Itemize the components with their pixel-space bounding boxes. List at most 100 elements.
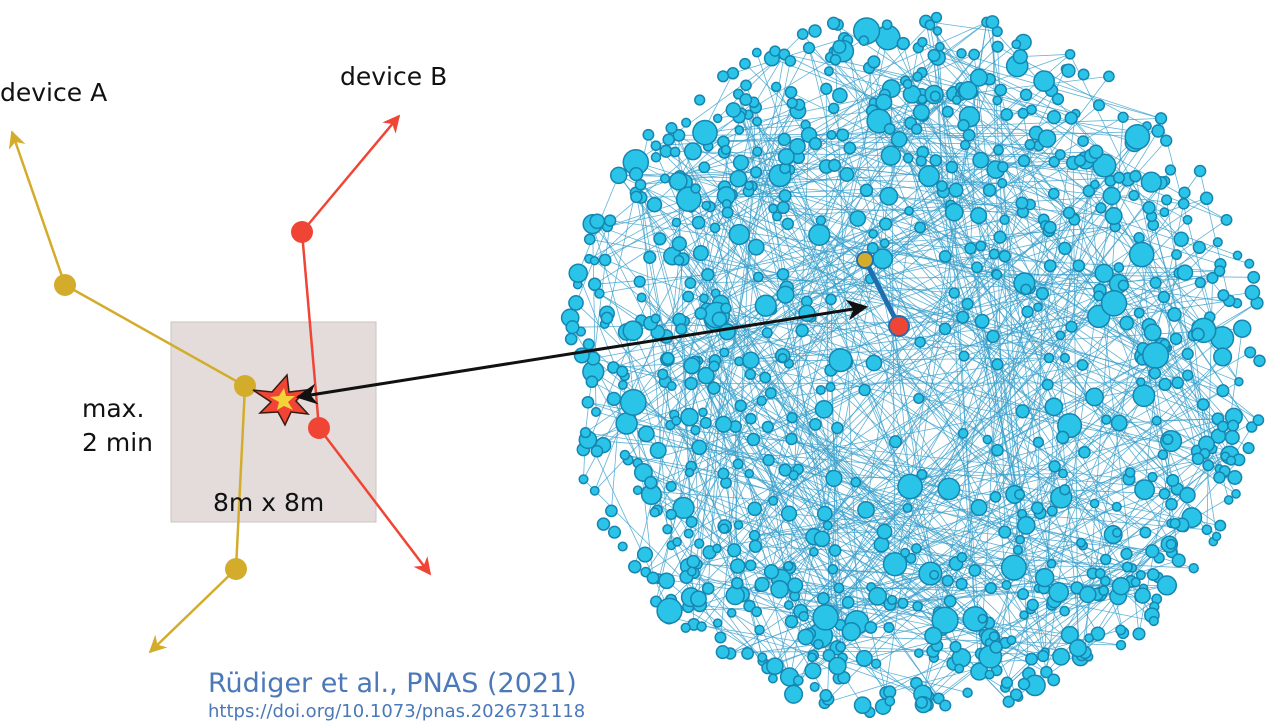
network-node [879, 238, 890, 249]
network-node [1088, 144, 1104, 160]
network-node [808, 417, 822, 431]
network-node [902, 502, 913, 514]
network-node [783, 560, 794, 572]
network-edge [706, 205, 1204, 405]
network-node [1082, 184, 1096, 198]
network-edge [1044, 466, 1055, 578]
citation: Rüdiger et al., PNAS (2021) https://doi.… [208, 667, 585, 723]
network-edge [907, 157, 946, 257]
network-node [812, 604, 839, 631]
network-node [1048, 581, 1070, 603]
network-node [1033, 70, 1055, 92]
network-node [685, 515, 698, 528]
network-edge [786, 211, 1024, 288]
network-edge [731, 47, 810, 195]
network-node [747, 238, 765, 256]
network-edge [784, 54, 906, 82]
network-node [1090, 179, 1100, 190]
citation-doi-link[interactable]: https://doi.org/10.1073/pnas.2026731118 [208, 701, 586, 722]
network-node [786, 412, 798, 424]
network-node [726, 608, 737, 618]
network-node [616, 365, 629, 378]
network-node [1214, 519, 1227, 532]
network-edge [1155, 282, 1253, 428]
network-node [768, 203, 779, 214]
network-edge [671, 265, 1079, 487]
network-node [813, 638, 824, 650]
device-a-point [225, 558, 247, 580]
network-edge [698, 366, 715, 599]
network-node-device-a [856, 251, 874, 269]
network-node [902, 79, 913, 90]
network-node [1089, 498, 1100, 509]
network-node [751, 606, 763, 618]
network-node [709, 222, 721, 234]
network-node [997, 161, 1009, 173]
network-edge [978, 543, 1170, 672]
network-node [1201, 524, 1213, 536]
network-node [1182, 214, 1193, 225]
network-node [1016, 516, 1036, 535]
network-node [1110, 414, 1128, 432]
network-node [825, 293, 837, 306]
network-edge [768, 460, 792, 622]
network-node [659, 173, 671, 184]
network-node [1181, 347, 1194, 361]
network-edge [873, 362, 1066, 491]
network-node [961, 297, 974, 311]
network-node [883, 122, 896, 135]
network-node [962, 687, 973, 698]
network-node [1227, 419, 1240, 432]
network-node [988, 631, 1000, 642]
mapping-arrow [295, 299, 869, 405]
network-node [1064, 48, 1076, 60]
network-node [568, 263, 588, 283]
network-node [936, 180, 948, 192]
network-node [968, 563, 982, 577]
network-node [684, 277, 697, 290]
network-node [1002, 695, 1015, 708]
network-node [1211, 531, 1222, 542]
network-edge [827, 300, 1230, 700]
network-node [729, 169, 748, 188]
network-node [828, 348, 853, 373]
network-node [955, 577, 968, 591]
network-node [1115, 624, 1127, 636]
network-edge [640, 197, 1172, 545]
network-edge [771, 58, 924, 117]
network-node [564, 332, 578, 346]
network-node [1101, 414, 1112, 425]
network-node [866, 242, 879, 255]
network-node [718, 523, 730, 534]
network-node [1213, 471, 1226, 484]
network-node [732, 154, 750, 171]
network-node [910, 123, 923, 135]
network-node [1059, 352, 1071, 363]
network-node [998, 250, 1012, 263]
network-node [957, 428, 969, 439]
network-node [1099, 553, 1112, 566]
network-edge [868, 67, 1024, 114]
network-node [1196, 398, 1210, 411]
network-node [680, 622, 691, 633]
network-node [1112, 171, 1126, 184]
network-node [628, 166, 644, 182]
network-node [1159, 207, 1170, 218]
network-node [945, 160, 959, 174]
network-node [826, 129, 837, 141]
network-node [880, 145, 902, 166]
network-edge [1069, 54, 1154, 226]
network-node [991, 40, 1004, 53]
network-edge [1019, 296, 1165, 540]
network-node [1012, 48, 1028, 65]
network-node [986, 329, 1000, 344]
network-node [693, 538, 705, 549]
network-node [650, 152, 662, 163]
network-node [1076, 358, 1089, 371]
network-node [984, 669, 995, 680]
network-node [662, 524, 673, 535]
network-node [916, 469, 928, 480]
network-node [691, 439, 708, 456]
network-node [1244, 258, 1255, 269]
network-node [971, 261, 983, 274]
